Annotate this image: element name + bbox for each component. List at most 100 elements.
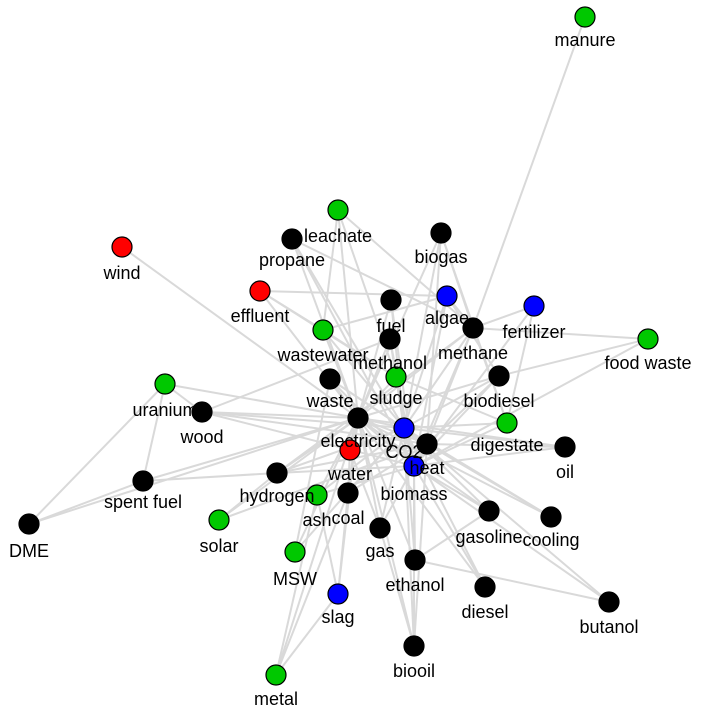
node-electricity[interactable] bbox=[347, 407, 369, 429]
node-gasoline[interactable] bbox=[478, 500, 500, 522]
edge-biodiesel-co2 bbox=[403, 375, 500, 429]
edge-leachate-wastewater bbox=[322, 209, 339, 331]
node-label-fertilizer: fertilizer bbox=[502, 322, 565, 342]
edge-leachate-electricity bbox=[337, 209, 359, 419]
node-ethanol[interactable] bbox=[404, 549, 426, 571]
node-label-propane: propane bbox=[259, 250, 325, 270]
edge-biodiesel-electricity bbox=[357, 375, 500, 419]
edge-methane-heat bbox=[426, 327, 474, 445]
edge-ash-biomass bbox=[316, 465, 415, 496]
node-co2[interactable] bbox=[393, 417, 415, 439]
node-effluent[interactable] bbox=[249, 280, 271, 302]
node-water[interactable] bbox=[339, 439, 361, 461]
node-label-wind: wind bbox=[102, 263, 140, 283]
node-heat[interactable] bbox=[416, 433, 438, 455]
edge-electricity-biomass bbox=[357, 417, 415, 467]
edge-diesel-co2 bbox=[403, 427, 486, 588]
node-propane[interactable] bbox=[281, 228, 303, 250]
node-hydrogen[interactable] bbox=[266, 462, 288, 484]
edge-methane-electricity bbox=[357, 327, 474, 419]
node-label-biooil: biooil bbox=[393, 661, 435, 681]
node-wood[interactable] bbox=[191, 401, 213, 423]
node-manure[interactable] bbox=[574, 6, 596, 28]
label-layer: manure leachate propane biogas wind effluent f… bbox=[9, 30, 692, 709]
edge-butanol-co2 bbox=[403, 427, 610, 603]
node-sludge[interactable] bbox=[385, 366, 407, 388]
edge-electricity-heat bbox=[357, 417, 428, 445]
node-label-gas: gas bbox=[365, 541, 394, 561]
edge-butanol-biomass bbox=[413, 465, 610, 603]
edge-gas-co2 bbox=[379, 427, 405, 529]
node-cooling[interactable] bbox=[540, 506, 562, 528]
node-digestate[interactable] bbox=[496, 412, 518, 434]
node-slag[interactable] bbox=[327, 583, 349, 605]
node-label-oil: oil bbox=[556, 462, 574, 482]
edge-ash-electricity bbox=[316, 417, 359, 496]
node-label-biogas: biogas bbox=[414, 247, 467, 267]
edge-oil-biomass bbox=[413, 446, 566, 467]
node-fertilizer[interactable] bbox=[523, 295, 545, 317]
node-biodiesel[interactable] bbox=[488, 365, 510, 387]
edge-digestate-co2 bbox=[403, 422, 508, 429]
node-label-butanol: butanol bbox=[579, 617, 638, 637]
node-label-water: water bbox=[327, 464, 372, 484]
node-ash[interactable] bbox=[306, 484, 328, 506]
edge-sludge-digestate bbox=[395, 376, 508, 424]
edge-fuel-electricity bbox=[357, 299, 392, 419]
node-uranium[interactable] bbox=[154, 373, 176, 395]
edge-gas-biomass bbox=[379, 465, 415, 529]
node-label-wood: wood bbox=[179, 427, 223, 447]
edge-metal-slag bbox=[275, 593, 339, 676]
edge-waste-co2 bbox=[329, 378, 405, 429]
node-fuel[interactable] bbox=[380, 289, 402, 311]
node-biogas[interactable] bbox=[430, 222, 452, 244]
node-biomass[interactable] bbox=[403, 455, 425, 477]
node-algae[interactable] bbox=[436, 285, 458, 307]
node-label-electricity: electricity bbox=[320, 431, 395, 451]
node-label-diesel: diesel bbox=[461, 602, 508, 622]
node-biooil[interactable] bbox=[403, 635, 425, 657]
edge-wind-electricity bbox=[121, 246, 359, 419]
node-label-methanol: methanol bbox=[353, 353, 427, 373]
node-methane[interactable] bbox=[462, 317, 484, 339]
node-diesel[interactable] bbox=[474, 576, 496, 598]
edge-wastewater-sludge bbox=[322, 329, 397, 378]
node-waste[interactable] bbox=[319, 368, 341, 390]
node-metal[interactable] bbox=[265, 664, 287, 686]
edge-hydrogen-biomass bbox=[276, 465, 415, 474]
node-gas[interactable] bbox=[369, 517, 391, 539]
edge-gas-electricity bbox=[357, 417, 381, 529]
node-label-spent_fuel: spent fuel bbox=[104, 492, 182, 512]
edge-metal-ash bbox=[275, 494, 318, 676]
node-label-biodiesel: biodiesel bbox=[463, 391, 534, 411]
node-spent_fuel[interactable] bbox=[132, 470, 154, 492]
node-solar[interactable] bbox=[208, 509, 230, 531]
node-label-cooling: cooling bbox=[522, 530, 579, 550]
node-label-biomass: biomass bbox=[380, 484, 447, 504]
node-methanol[interactable] bbox=[379, 328, 401, 350]
edge-methanol-electricity bbox=[357, 338, 391, 419]
node-oil[interactable] bbox=[554, 436, 576, 458]
node-wind[interactable] bbox=[111, 236, 133, 258]
node-label-sludge: sludge bbox=[369, 388, 422, 408]
node-label-methane: methane bbox=[438, 343, 508, 363]
node-label-algae: algae bbox=[425, 308, 469, 328]
edge-algae-co2 bbox=[403, 295, 448, 429]
node-label-metal: metal bbox=[254, 689, 298, 709]
node-coal[interactable] bbox=[337, 482, 359, 504]
edge-uranium-electricity bbox=[164, 383, 359, 419]
node-DME[interactable] bbox=[18, 513, 40, 535]
edge-spent_fuel-uranium bbox=[142, 383, 166, 482]
node-label-fuel: fuel bbox=[376, 316, 405, 336]
node-label-coal: coal bbox=[331, 508, 364, 528]
node-food_waste[interactable] bbox=[637, 328, 659, 350]
node-label-co2: CO2 bbox=[385, 442, 422, 462]
node-leachate[interactable] bbox=[327, 199, 349, 221]
edge-ethanol-gasoline bbox=[414, 510, 490, 561]
node-wastewater[interactable] bbox=[312, 319, 334, 341]
node-butanol[interactable] bbox=[598, 591, 620, 613]
node-MSW[interactable] bbox=[284, 541, 306, 563]
edge-food_waste-biodiesel bbox=[498, 338, 649, 377]
node-label-effluent: effluent bbox=[231, 306, 290, 326]
